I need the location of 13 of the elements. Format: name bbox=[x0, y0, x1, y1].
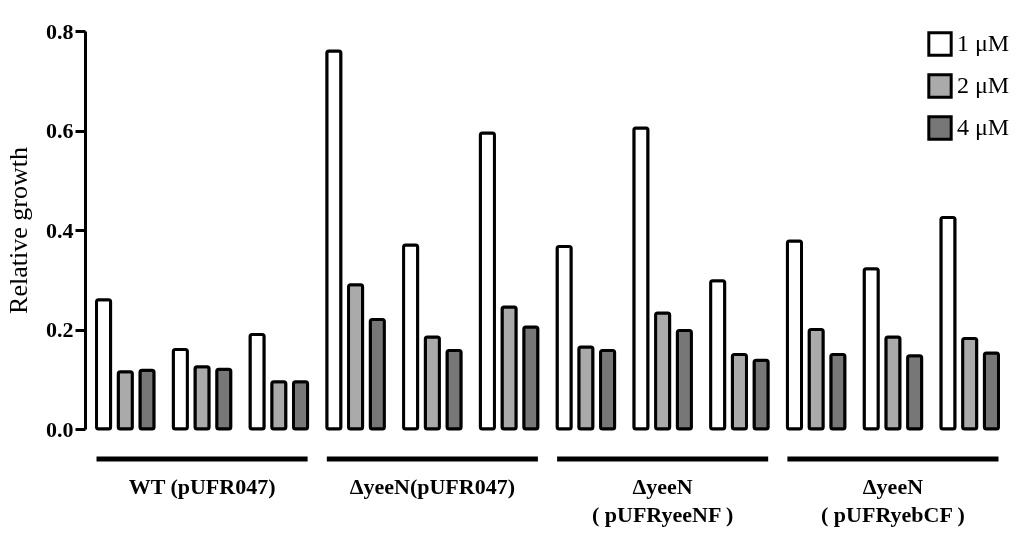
text: WT (pUFR047) bbox=[128, 474, 276, 499]
legend-label: 2 μM bbox=[957, 72, 1010, 98]
text: ΔyeeN(pUFR047) bbox=[349, 474, 516, 499]
y-tick-label: 0.6 bbox=[46, 118, 74, 143]
text: ΔyeeN ( pUFRyeeNF ) bbox=[591, 474, 734, 527]
y-tick-label: 0.4 bbox=[46, 217, 74, 243]
y-tick-label: 0.0 bbox=[46, 416, 74, 442]
y-tick-label: 0.8 bbox=[46, 18, 74, 44]
text: ΔyeeN ( pUFRyebCF ) bbox=[821, 474, 965, 527]
y-tick-label: 0.2 bbox=[46, 317, 74, 342]
y-axis-title: Relative growth bbox=[4, 147, 33, 314]
legend-label: 1 μM bbox=[957, 30, 1010, 56]
legend-label: 4 μM bbox=[957, 114, 1010, 140]
